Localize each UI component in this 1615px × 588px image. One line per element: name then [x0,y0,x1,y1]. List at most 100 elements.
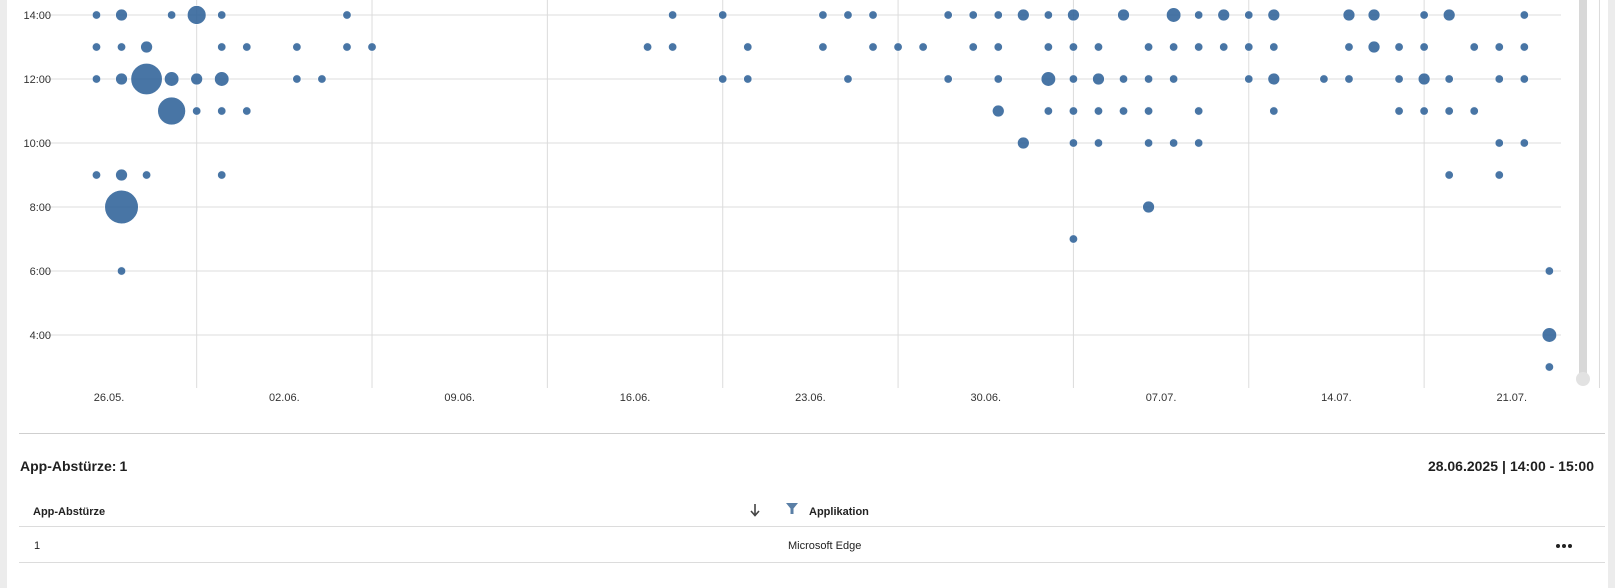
data-point[interactable] [1093,106,1103,116]
data-point[interactable] [1068,138,1078,148]
data-point[interactable] [91,170,101,180]
data-point[interactable] [1394,74,1404,84]
data-point[interactable] [1017,136,1030,150]
data-point[interactable] [968,10,978,20]
data-point[interactable] [186,5,207,25]
data-point[interactable] [217,106,227,116]
data-point[interactable] [993,10,1003,20]
data-point[interactable] [1244,42,1254,52]
data-point[interactable] [190,72,203,86]
data-point[interactable] [968,42,978,52]
data-point[interactable] [1494,170,1504,180]
data-point[interactable] [1442,8,1456,22]
data-point[interactable] [1394,42,1404,52]
data-point[interactable] [643,42,653,52]
data-point[interactable] [1169,42,1179,52]
data-point[interactable] [292,42,302,52]
data-point[interactable] [242,106,252,116]
data-point[interactable] [1519,42,1529,52]
data-point[interactable] [1419,42,1429,52]
data-point[interactable] [242,42,252,52]
data-point[interactable] [992,104,1005,118]
data-point[interactable] [1169,138,1179,148]
data-point[interactable] [292,74,302,84]
chart-scrollbar-thumb[interactable] [1576,372,1590,386]
data-point[interactable] [1119,106,1129,116]
data-point[interactable] [164,71,180,87]
data-point[interactable] [1269,42,1279,52]
data-point[interactable] [1144,106,1154,116]
data-point[interactable] [1144,138,1154,148]
data-point[interactable] [843,10,853,20]
data-point[interactable] [1219,42,1229,52]
data-point[interactable] [918,42,928,52]
column-header-crashes[interactable]: App-Abstürze [33,506,106,518]
data-point[interactable] [1544,266,1554,276]
data-point[interactable] [167,10,177,20]
data-point[interactable] [1194,106,1204,116]
data-point[interactable] [1519,10,1529,20]
data-point[interactable] [868,10,878,20]
data-point[interactable] [1494,42,1504,52]
data-point[interactable] [1142,200,1155,214]
data-point[interactable] [1040,71,1056,87]
data-point[interactable] [214,71,230,87]
data-point[interactable] [317,74,327,84]
data-point[interactable] [115,72,128,86]
data-point[interactable] [943,74,953,84]
data-point[interactable] [668,42,678,52]
data-point[interactable] [1068,42,1078,52]
data-point[interactable] [117,42,127,52]
data-point[interactable] [1217,8,1230,22]
data-point[interactable] [993,74,1003,84]
data-point[interactable] [130,62,163,96]
row-more-button[interactable] [1552,534,1576,554]
data-point[interactable] [1417,72,1431,86]
data-point[interactable] [1244,10,1254,20]
data-point[interactable] [1444,170,1454,180]
data-point[interactable] [157,96,186,126]
data-point[interactable] [743,74,753,84]
data-point[interactable] [668,10,678,20]
data-point[interactable] [217,10,227,20]
data-point[interactable] [104,189,139,225]
data-point[interactable] [1119,74,1129,84]
data-point[interactable] [1067,8,1080,22]
data-point[interactable] [1419,106,1429,116]
data-point[interactable] [217,42,227,52]
arrow-down-icon[interactable] [748,502,762,518]
data-point[interactable] [1068,106,1078,116]
data-point[interactable] [1444,106,1454,116]
data-point[interactable] [1017,8,1030,22]
data-point[interactable] [1519,74,1529,84]
data-point[interactable] [1194,10,1204,20]
data-point[interactable] [342,10,352,20]
data-point[interactable] [1319,74,1329,84]
data-point[interactable] [943,10,953,20]
data-point[interactable] [117,266,127,276]
data-point[interactable] [1043,106,1053,116]
data-point[interactable] [1519,138,1529,148]
data-point[interactable] [1394,106,1404,116]
data-point[interactable] [818,42,828,52]
data-point[interactable] [91,10,101,20]
data-point[interactable] [1342,8,1356,22]
data-point[interactable] [1068,74,1078,84]
data-point[interactable] [1166,7,1182,23]
data-point[interactable] [1367,40,1381,54]
data-point[interactable] [1068,234,1078,244]
data-point[interactable] [1144,42,1154,52]
data-point[interactable] [1544,362,1554,372]
data-point[interactable] [843,74,853,84]
data-point[interactable] [91,42,101,52]
data-point[interactable] [1367,8,1381,22]
data-point[interactable] [1244,74,1254,84]
data-point[interactable] [893,42,903,52]
data-point[interactable] [342,42,352,52]
data-point[interactable] [1494,138,1504,148]
data-point[interactable] [115,168,128,182]
data-point[interactable] [1344,74,1354,84]
data-point[interactable] [1267,8,1281,22]
data-point[interactable] [1444,74,1454,84]
data-point[interactable] [718,74,728,84]
